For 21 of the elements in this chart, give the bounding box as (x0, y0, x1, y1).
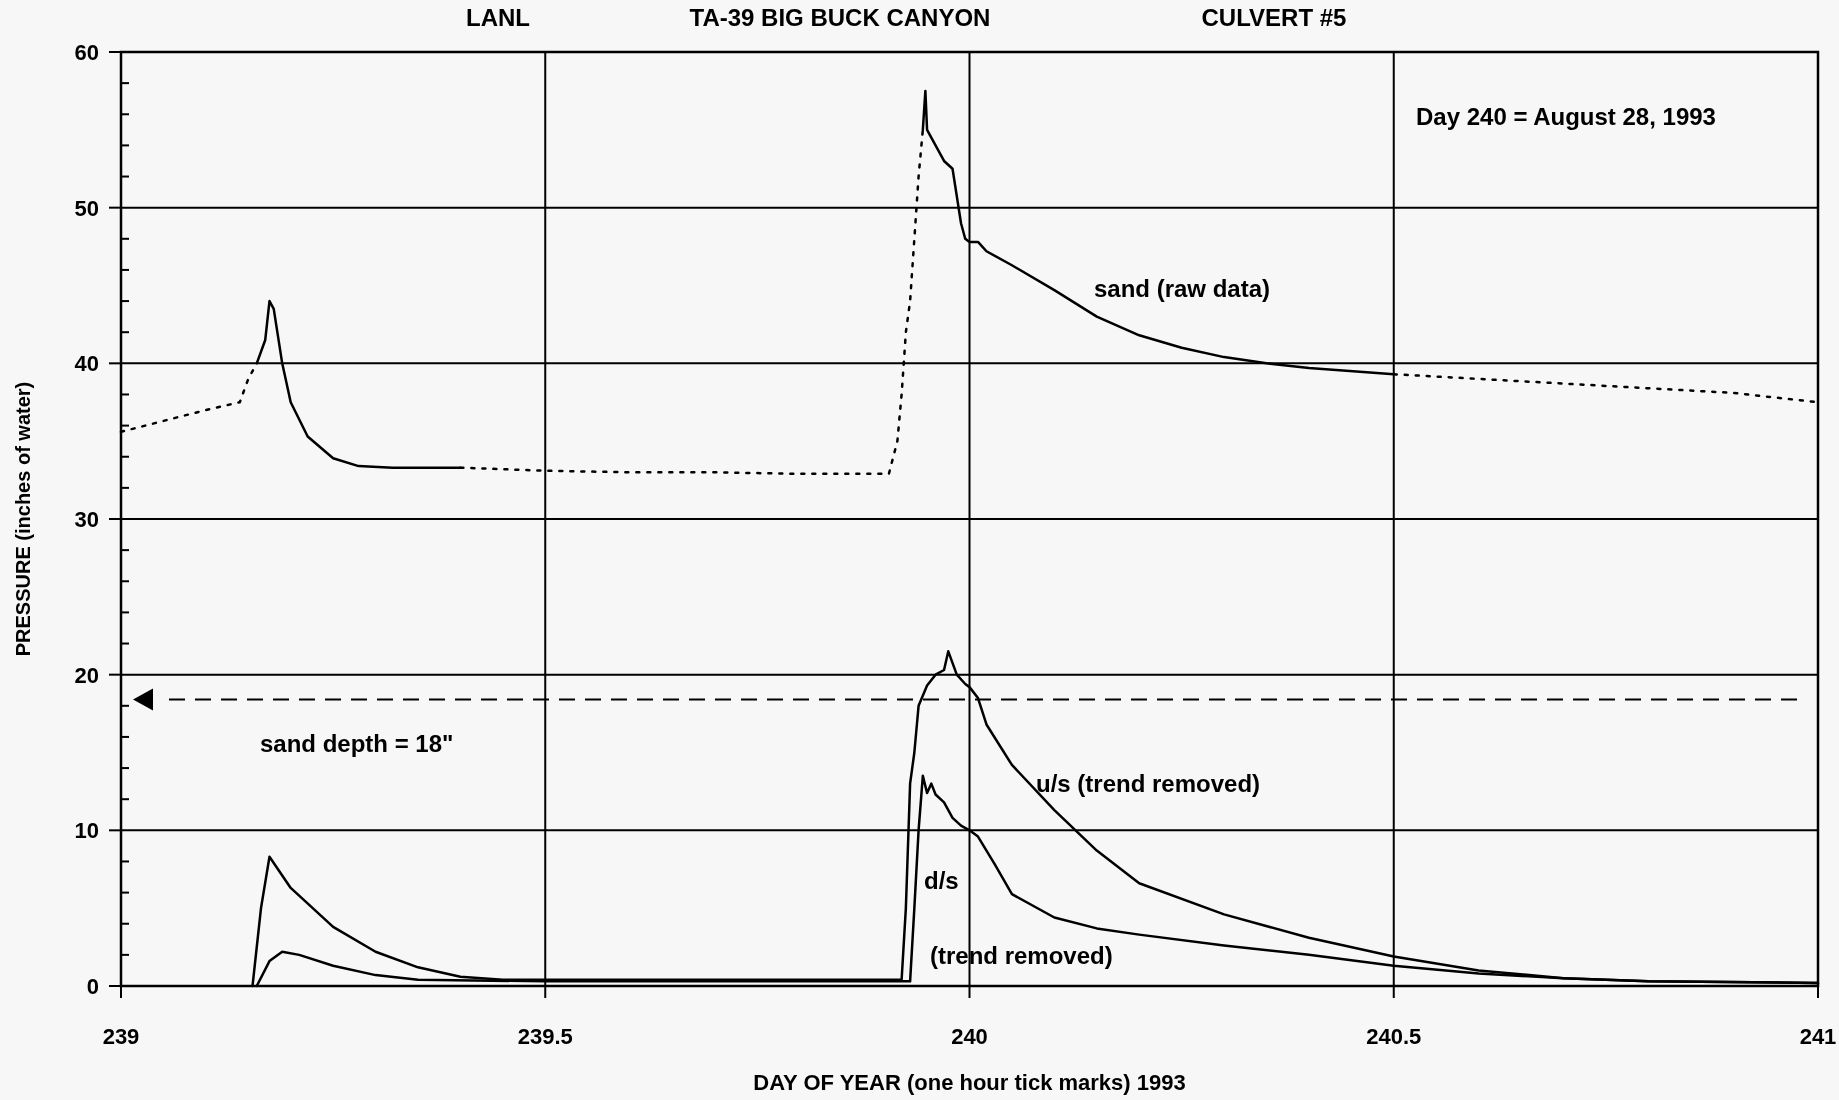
y-tick-label: 20 (74, 662, 99, 688)
x-tick-label: 240 (951, 1024, 988, 1049)
text: LANL (466, 4, 530, 31)
y-tick-label: 50 (74, 195, 99, 221)
x-tick-label: 239.5 (517, 1024, 573, 1049)
y-tick-label: 0 (86, 974, 99, 999)
y-tick-label: 10 (74, 818, 99, 844)
annotation: Day 240 = August 28, 1993 (1416, 103, 1716, 130)
chart-title: TA-39 BIG BUCK CANYON (689, 4, 991, 31)
x-axis-title: DAY OF YEAR (one hour tick marks) 1993 (753, 1070, 1186, 1095)
y-axis-title: PRESSURE (inches of water) (12, 381, 34, 657)
x-tick-label: 241 (1799, 1024, 1837, 1049)
ref-line-label: sand depth = 18" (260, 729, 454, 757)
series-label: u/s (trend removed) (1036, 770, 1261, 797)
y-tick-label: 30 (74, 507, 99, 532)
x-tick-label: 240.5 (1366, 1024, 1422, 1049)
y-tick-label: 40 (74, 351, 99, 377)
y-tick-label: 60 (74, 40, 99, 65)
x-tick-label: 239 (102, 1024, 140, 1049)
text: CULVERT #5 (1201, 4, 1347, 31)
series-label: sand (raw data) (1094, 275, 1271, 302)
